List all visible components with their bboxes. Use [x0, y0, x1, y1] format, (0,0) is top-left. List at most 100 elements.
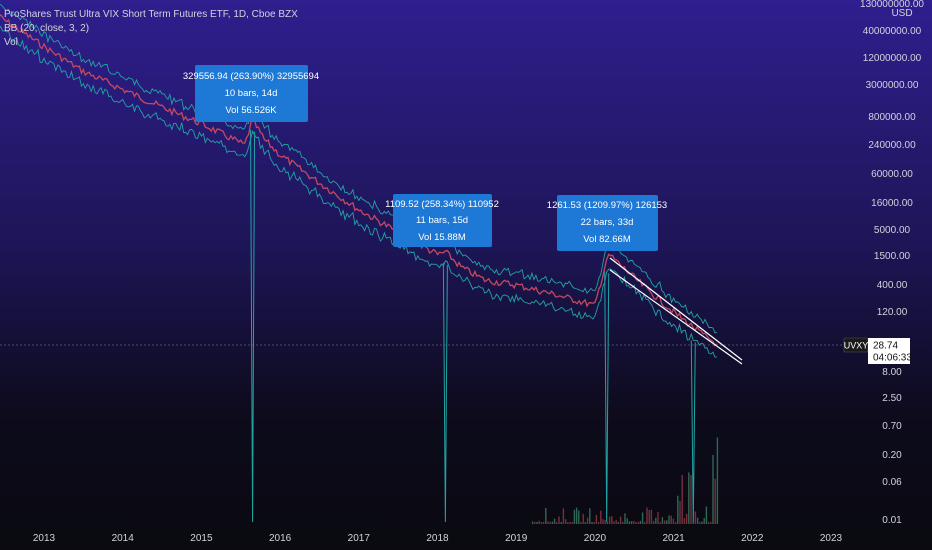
- volume-bar: [619, 516, 622, 524]
- volume-bar: [661, 517, 664, 524]
- volume-bar: [542, 522, 545, 524]
- volume-bar: [586, 517, 589, 524]
- price-line[interactable]: [0, 14, 718, 347]
- y-tick-label: 60000.00: [871, 169, 913, 180]
- volume-bar: [646, 507, 648, 524]
- volume-bar: [679, 500, 681, 524]
- y-tick-label: 120.00: [877, 307, 908, 318]
- volume-bar: [606, 521, 609, 524]
- volume-bar: [624, 513, 626, 524]
- volume-bar: [567, 522, 569, 524]
- y-tick-label: 240000.00: [868, 140, 916, 151]
- price-tag[interactable]: 28.74 04:06:33: [868, 338, 912, 364]
- volume-bar: [549, 521, 551, 524]
- volume-bar: [615, 520, 617, 524]
- band-spike: [442, 262, 448, 523]
- chart-title: ProShares Trust Ultra VIX Short Term Fut…: [4, 9, 298, 20]
- y-tick-label: 0.70: [882, 421, 902, 432]
- volume-bar: [613, 521, 615, 524]
- y-tick-label: 8.00: [882, 367, 902, 378]
- x-tick-label: 2023: [820, 533, 843, 544]
- volume-bar: [593, 521, 595, 524]
- measurement-box-1[interactable]: 329556.94 (263.90%) 32955694 10 bars, 14…: [183, 65, 319, 122]
- symbol-tag[interactable]: UVXY: [843, 337, 869, 353]
- measure-1-volume: Vol 56.526K: [225, 105, 277, 116]
- volume-bar: [633, 520, 635, 524]
- volume-bar: [630, 521, 633, 524]
- volume-bar: [703, 518, 705, 524]
- x-tick-label: 2022: [741, 533, 764, 544]
- y-tick-label: 0.01: [882, 515, 902, 526]
- x-tick-label: 2017: [348, 533, 371, 544]
- volume-bar: [553, 518, 556, 524]
- price-tag-countdown: 04:06:33: [873, 353, 912, 364]
- indicator-label[interactable]: BB (20, close, 3, 2): [4, 23, 89, 34]
- volume-bar: [571, 521, 573, 524]
- band-lower[interactable]: [0, 25, 717, 358]
- volume-bar: [668, 515, 670, 524]
- volume-bar: [670, 515, 672, 524]
- currency-label: USD: [891, 8, 912, 19]
- price-tag-value: 28.74: [873, 341, 898, 352]
- volume-bar: [560, 522, 562, 524]
- measure-3-bars: 22 bars, 33d: [581, 217, 634, 228]
- x-tick-label: 2014: [112, 533, 135, 544]
- volume-bar: [644, 522, 646, 524]
- volume-bar: [692, 521, 694, 524]
- volume-bar: [652, 520, 655, 524]
- volume-bar: [663, 520, 666, 524]
- band-upper[interactable]: [0, 4, 717, 334]
- volume-bar: [657, 511, 659, 524]
- measure-3-volume: Vol 82.66M: [583, 234, 631, 245]
- volume-bar: [569, 521, 571, 524]
- volume-bar: [626, 518, 628, 524]
- volume-bar: [672, 518, 675, 524]
- y-tick-label: 130000000.00: [860, 0, 924, 10]
- volume-bar: [637, 522, 639, 524]
- volume-bar: [584, 522, 587, 524]
- volume-bar: [589, 508, 591, 524]
- volume-bar: [716, 437, 719, 524]
- y-tick-label: 400.00: [877, 280, 908, 291]
- volume-bar: [685, 513, 688, 524]
- x-tick-label: 2015: [190, 533, 213, 544]
- symbol-tag-text: UVXY: [844, 341, 869, 351]
- volume-bar: [694, 511, 697, 524]
- volume-label[interactable]: Vol: [4, 37, 18, 48]
- band-spike: [604, 271, 610, 523]
- volume-bar: [551, 521, 554, 524]
- price-axis[interactable]: USD 130000000.00 40000000.00 12000000.00 30…: [860, 0, 924, 526]
- volume-bar: [648, 510, 650, 524]
- measure-1-bars: 10 bars, 14d: [225, 88, 278, 99]
- volume-bar: [602, 519, 604, 524]
- bollinger-bands: [0, 4, 717, 523]
- volume-bar: [666, 520, 668, 524]
- volume-bar: [558, 516, 560, 524]
- volume-bar: [650, 509, 653, 524]
- volume-bar: [536, 521, 538, 524]
- volume-bar: [659, 522, 661, 524]
- volume-bar: [622, 521, 624, 524]
- volume-bar: [545, 507, 547, 524]
- trend-lines: [609, 257, 743, 365]
- time-axis[interactable]: 2013 2014 2015 2016 2017 2018 2019 2020 2021 2022…: [33, 533, 843, 544]
- volume-bar: [534, 521, 536, 524]
- volume-bar: [591, 522, 593, 524]
- volume-bar: [635, 522, 637, 524]
- measurement-box-3[interactable]: 1261.53 (1209.97%) 126153 22 bars, 33d V…: [547, 195, 667, 251]
- trend-line-upper[interactable]: [609, 257, 743, 361]
- band-spike: [250, 129, 256, 523]
- trend-line-lower[interactable]: [609, 269, 743, 365]
- volume-bar: [714, 478, 716, 524]
- volume-bar: [674, 521, 677, 524]
- volume-bar: [564, 519, 567, 524]
- volume-bar: [597, 522, 600, 524]
- volume-bar: [688, 472, 690, 524]
- measurement-box-2[interactable]: 1109.52 (258.34%) 110952 11 bars, 15d Vo…: [385, 194, 499, 247]
- volume-bar: [705, 506, 708, 524]
- volume-bar: [707, 521, 710, 524]
- volume-bar: [547, 521, 549, 524]
- y-tick-label: 1500.00: [874, 251, 911, 262]
